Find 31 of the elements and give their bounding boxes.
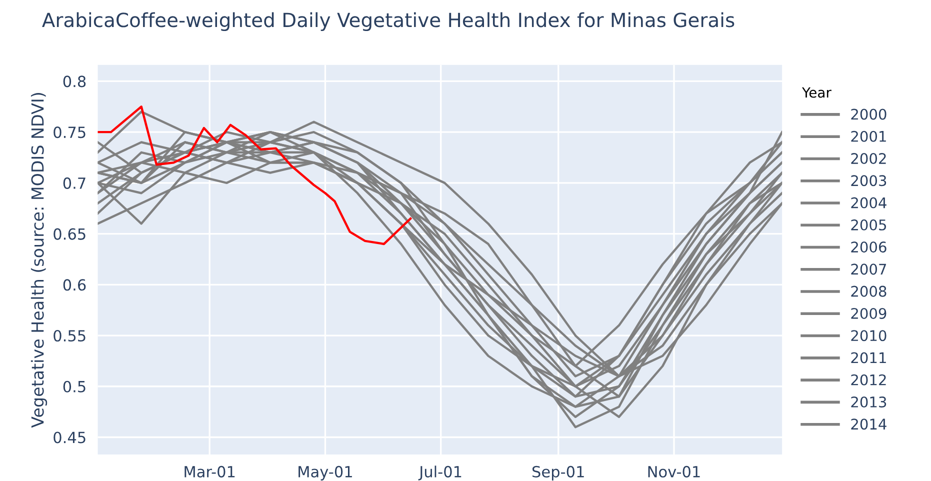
y-tick-label: 0.8 bbox=[63, 76, 86, 88]
legend-title: Year bbox=[802, 87, 832, 98]
legend-label: 2001 bbox=[851, 130, 886, 142]
y-tick-label: 0.45 bbox=[54, 432, 86, 444]
y-tick-label: 0.5 bbox=[63, 380, 86, 392]
legend-label: 2008 bbox=[851, 286, 886, 297]
legend-label: 2010 bbox=[851, 330, 886, 342]
legend-label: 2004 bbox=[851, 197, 886, 208]
x-tick-label: Nov-01 bbox=[648, 466, 700, 478]
x-tick-label: Sep-01 bbox=[532, 466, 584, 480]
legend-label: 2009 bbox=[851, 308, 886, 319]
legend-label: 2006 bbox=[851, 242, 886, 253]
y-tick-label: 0.55 bbox=[54, 330, 86, 342]
chart-title: ArabicaCoffee-weighted Daily Vegetative Health Index for Minas Gerais bbox=[42, 12, 734, 32]
legend-label: 2005 bbox=[851, 219, 886, 230]
legend-label: 2000 bbox=[851, 108, 886, 120]
legend-label: 2012 bbox=[851, 374, 886, 386]
legend-label: 2013 bbox=[851, 396, 886, 408]
y-tick-label: 0.75 bbox=[54, 126, 86, 138]
legend-label: 2007 bbox=[851, 264, 886, 275]
y-tick-label: 0.6 bbox=[63, 279, 86, 291]
x-tick-label: Mar-01 bbox=[184, 466, 235, 478]
legend-label: 2002 bbox=[851, 153, 886, 164]
y-tick-label: 0.65 bbox=[54, 228, 86, 240]
y-axis-title: Vegetative Health (source: MODIS NDVI) bbox=[30, 93, 48, 428]
legend-label: 2003 bbox=[851, 175, 886, 186]
legend-label: 2011 bbox=[851, 352, 886, 364]
x-tick-label: May-01 bbox=[298, 466, 352, 480]
x-tick-label: Jul-01 bbox=[418, 466, 462, 480]
legend-label: 2014 bbox=[851, 418, 886, 430]
y-tick-label: 0.7 bbox=[63, 177, 86, 189]
